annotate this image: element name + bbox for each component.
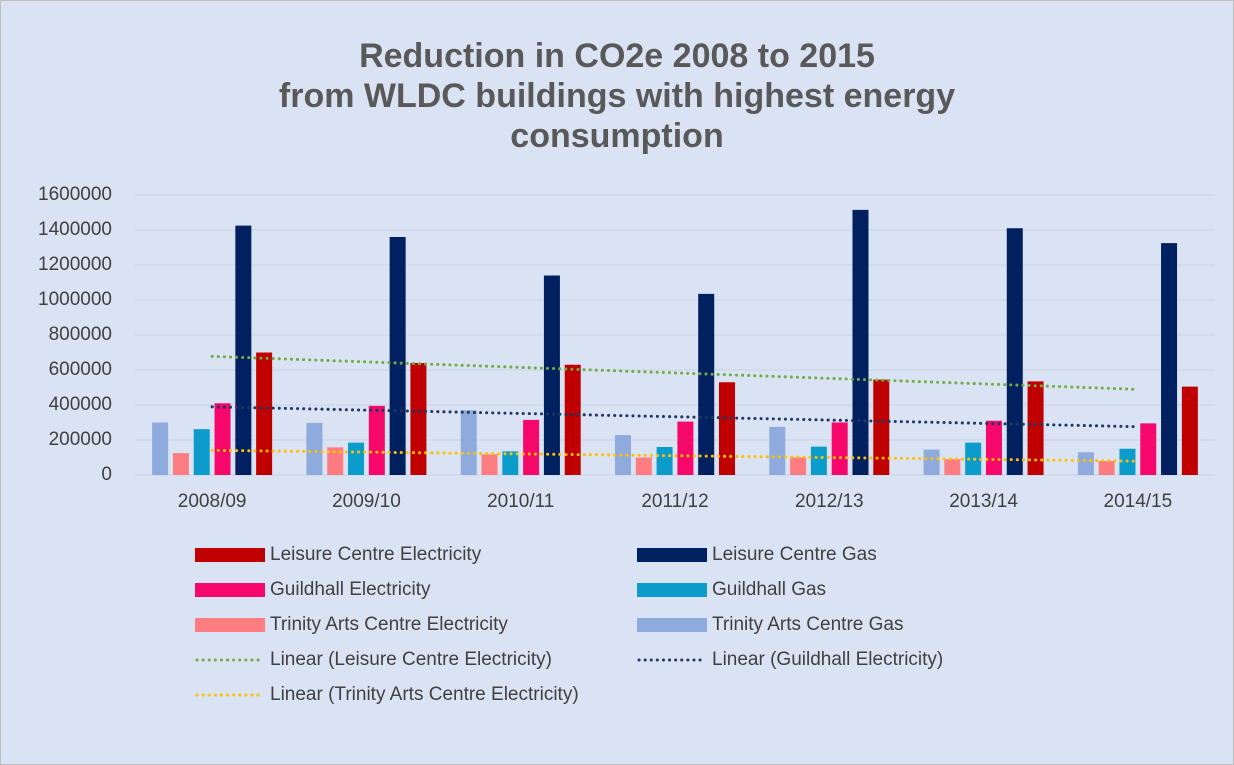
bar — [564, 364, 581, 475]
bar — [1006, 228, 1023, 475]
legend-swatch — [195, 583, 265, 597]
bar — [810, 446, 827, 475]
bar — [873, 379, 890, 475]
y-tick-label: 1600000 — [38, 184, 112, 205]
trendline — [210, 354, 1140, 391]
bar — [944, 459, 961, 475]
bar — [923, 449, 940, 475]
legend-swatch — [195, 548, 265, 562]
y-tick-label: 800000 — [49, 324, 112, 345]
legend-label: Linear (Trinity Arts Centre Electricity) — [270, 684, 579, 705]
bar — [214, 403, 231, 475]
bar — [852, 209, 869, 475]
bar — [677, 421, 694, 475]
y-tick-label: 1400000 — [38, 219, 112, 240]
x-tick-label: 2008/09 — [178, 491, 247, 512]
bar — [1140, 423, 1157, 475]
bar — [460, 410, 477, 475]
legend-label: Leisure Centre Gas — [712, 544, 877, 565]
legend-swatch — [637, 583, 707, 597]
bar — [306, 422, 323, 475]
y-tick-label: 1000000 — [38, 289, 112, 310]
legend-label: Linear (Leisure Centre Electricity) — [270, 649, 552, 670]
bar — [790, 457, 807, 475]
legend-label: Guildhall Electricity — [270, 579, 431, 600]
y-tick-label: 1200000 — [38, 254, 112, 275]
bar — [481, 454, 498, 475]
bar — [1077, 452, 1094, 475]
bar — [543, 275, 560, 475]
bar — [172, 453, 189, 475]
legend-swatch — [637, 618, 707, 632]
bar — [769, 426, 786, 475]
bar — [1098, 461, 1115, 475]
bar — [410, 363, 427, 475]
trendline — [210, 448, 1140, 463]
x-tick-label: 2009/10 — [332, 491, 401, 512]
bar — [502, 451, 519, 475]
x-tick-label: 2014/15 — [1104, 491, 1173, 512]
y-tick-label: 200000 — [49, 429, 112, 450]
bar — [635, 457, 652, 475]
legend-swatch — [195, 618, 265, 632]
legend-label: Trinity Arts Centre Gas — [712, 614, 903, 635]
bar — [1181, 386, 1198, 475]
y-tick-label: 400000 — [49, 394, 112, 415]
bar — [1027, 381, 1044, 475]
x-tick-label: 2013/14 — [949, 491, 1018, 512]
chart-title: Reduction in CO2e 2008 to 2015 from WLDC… — [278, 37, 956, 155]
x-tick-label: 2010/11 — [487, 491, 554, 512]
trendline — [210, 405, 1140, 429]
bar — [193, 429, 210, 475]
bar — [327, 447, 344, 475]
bar — [698, 293, 715, 475]
bar — [1161, 243, 1178, 475]
legend-label: Linear (Guildhall Electricity) — [712, 649, 943, 670]
y-tick-label: 0 — [101, 464, 112, 485]
bar — [719, 382, 735, 475]
y-tick-label: 600000 — [49, 359, 112, 380]
x-tick-label: 2011/12 — [641, 491, 708, 512]
bar — [256, 352, 273, 475]
bar — [348, 442, 365, 475]
bar — [656, 447, 673, 475]
bar — [235, 225, 252, 475]
legend-label: Guildhall Gas — [712, 579, 826, 600]
bar — [985, 420, 1002, 475]
bar — [152, 422, 169, 475]
legend-label: Trinity Arts Centre Electricity — [270, 614, 508, 635]
legend-swatch — [637, 548, 707, 562]
bar — [368, 405, 385, 475]
legend-label: Leisure Centre Electricity — [270, 544, 482, 565]
bar — [831, 422, 848, 475]
bar — [523, 419, 540, 475]
bar — [389, 237, 406, 475]
bar — [615, 435, 631, 475]
x-tick-label: 2012/13 — [795, 491, 864, 512]
